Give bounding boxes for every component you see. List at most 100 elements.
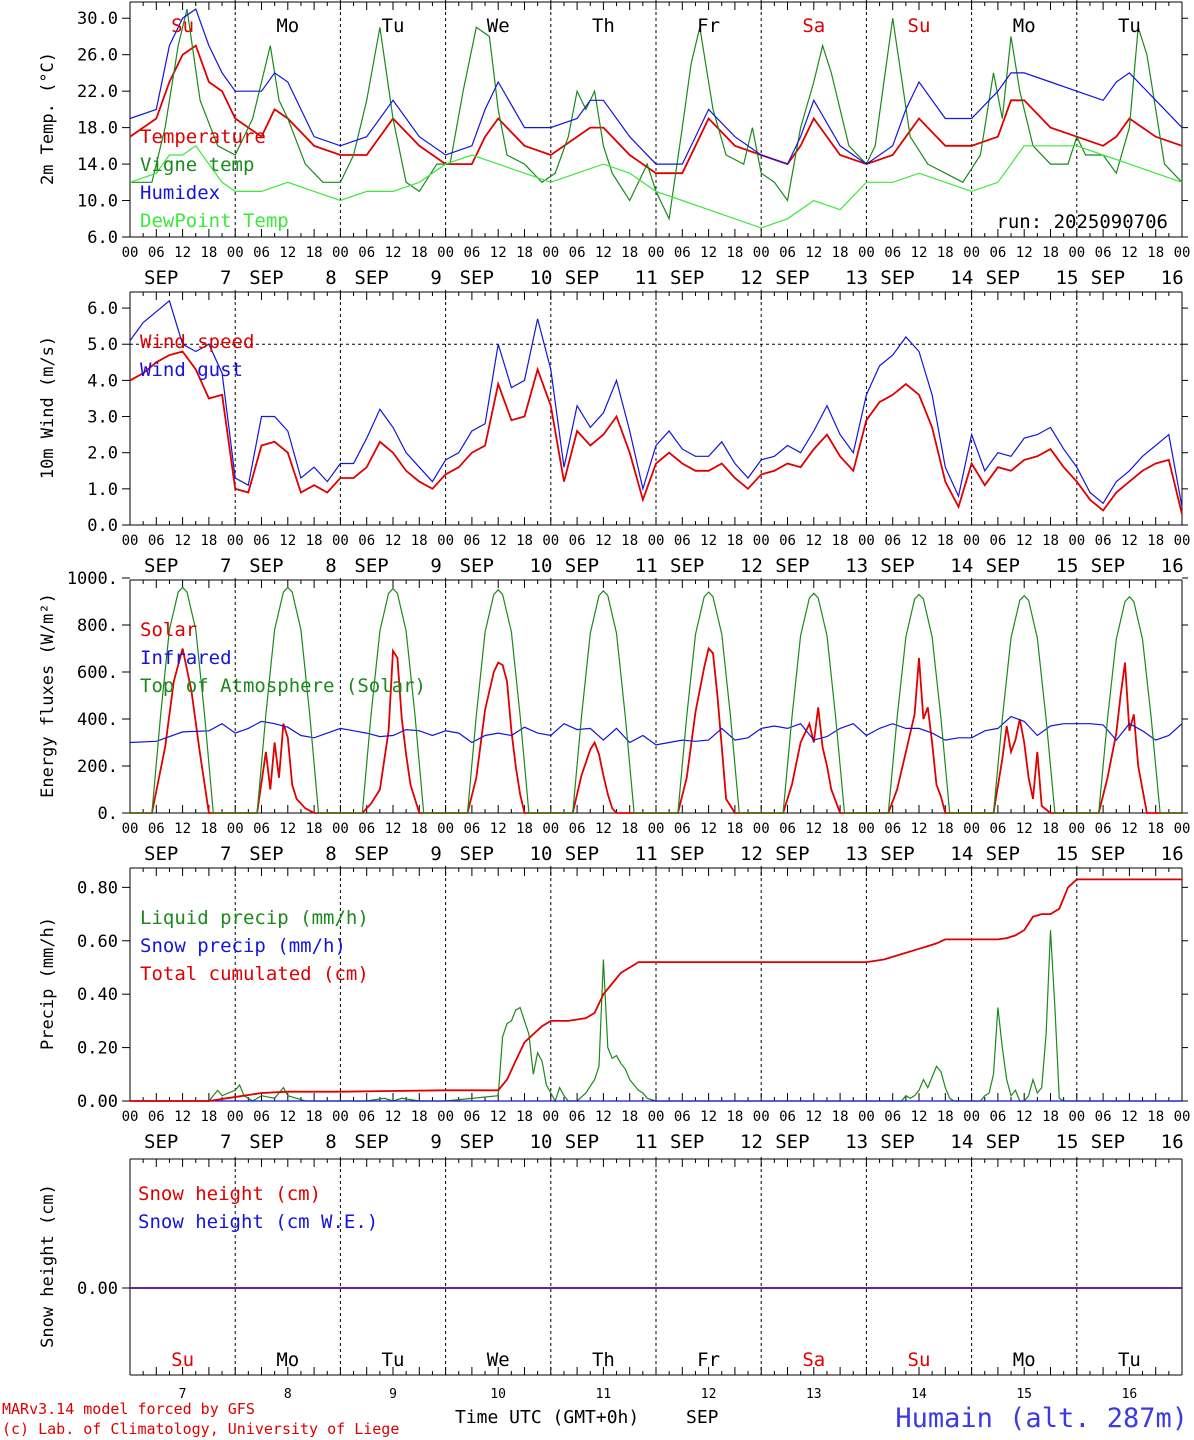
day-number-label: 10	[530, 843, 553, 865]
hour-tick-label: 06	[884, 533, 901, 549]
day-number-label: 16	[1161, 843, 1184, 865]
month-label: SEP	[1091, 267, 1125, 289]
legend-entry: Liquid precip (mm/h)	[140, 907, 369, 929]
legend-entry: Solar	[140, 619, 197, 641]
hour-tick-label: 06	[674, 821, 691, 837]
series-3-3-line	[130, 586, 1182, 814]
hour-tick-label: 00	[122, 245, 139, 261]
month-label: SEP	[775, 843, 809, 865]
day-of-week-label: We	[487, 1349, 510, 1371]
day-of-week-label: Tu	[1118, 15, 1141, 37]
hour-tick-label: 18	[516, 1109, 533, 1125]
day-of-week-label: Su	[908, 1349, 931, 1371]
hour-tick-label: 06	[358, 1109, 375, 1125]
series-1-4-line	[129, 144, 1183, 229]
hour-tick-label: 06	[779, 533, 796, 549]
day-number-label: 8	[325, 1131, 336, 1153]
day-number-label: 16	[1161, 267, 1184, 289]
y-axis-label: Energy fluxes (W/m²)	[38, 593, 58, 798]
month-label: SEP	[775, 1131, 809, 1153]
hour-tick-label: 00	[1174, 1109, 1191, 1125]
hour-tick-label: 00	[1068, 821, 1085, 837]
hour-tick-label: 18	[937, 533, 954, 549]
hour-tick-label: 06	[358, 245, 375, 261]
month-label: SEP	[144, 267, 178, 289]
y-tick-label: 0.	[98, 804, 118, 824]
month-label: SEP	[249, 555, 283, 577]
hour-tick-label: 12	[1016, 821, 1033, 837]
hour-tick-label: 18	[1042, 821, 1059, 837]
hour-tick-label: 06	[463, 533, 480, 549]
hour-tick-label: 06	[989, 821, 1006, 837]
hour-tick-label: 06	[1095, 821, 1112, 837]
hour-tick-label: 06	[989, 1109, 1006, 1125]
hour-tick-label: 12	[1016, 245, 1033, 261]
month-label: SEP	[670, 1131, 704, 1153]
hour-tick-label: 06	[674, 1109, 691, 1125]
hour-tick-label: 18	[621, 533, 638, 549]
hour-tick-label: 18	[621, 1109, 638, 1125]
day-number-label: 8	[325, 267, 336, 289]
month-label: SEP	[775, 267, 809, 289]
y-tick-label: 0.0	[87, 516, 118, 536]
month-label: SEP	[1091, 555, 1125, 577]
hour-tick-label: 06	[148, 245, 165, 261]
hour-tick-label: 18	[306, 821, 323, 837]
day-number-label: 16	[1161, 1131, 1184, 1153]
day-of-week-label: Su	[908, 15, 931, 37]
hour-tick-label: 18	[516, 533, 533, 549]
y-tick-label: 0.00	[77, 1092, 118, 1112]
hour-tick-label: 18	[1042, 1109, 1059, 1125]
hour-tick-label: 00	[858, 821, 875, 837]
hour-tick-label: 12	[1016, 1109, 1033, 1125]
hour-tick-label: 12	[700, 1109, 717, 1125]
hour-tick-label: 12	[1121, 821, 1138, 837]
hour-tick-label: 12	[700, 533, 717, 549]
hour-tick-label: 00	[1174, 533, 1191, 549]
month-label: SEP	[775, 555, 809, 577]
month-label: SEP	[144, 555, 178, 577]
hour-tick-label: 06	[884, 1109, 901, 1125]
series-2-1-line	[129, 350, 1183, 515]
hour-tick-label: 18	[200, 533, 217, 549]
hour-tick-label: 18	[200, 1109, 217, 1125]
hour-tick-label: 12	[385, 533, 402, 549]
hour-tick-label: 00	[858, 245, 875, 261]
hour-tick-label: 06	[779, 1109, 796, 1125]
hour-tick-label: 00	[648, 245, 665, 261]
day-of-week-label: Mo	[1013, 15, 1036, 37]
hour-tick-label: 12	[595, 821, 612, 837]
hour-tick-label: 18	[306, 245, 323, 261]
y-tick-label: 2.0	[87, 444, 118, 464]
hour-tick-label: 18	[306, 533, 323, 549]
series-3-2-line	[129, 715, 1183, 746]
day-of-week-label: Th	[592, 1349, 615, 1371]
y-tick-label: 0.60	[77, 932, 118, 952]
hour-tick-label: 00	[963, 245, 980, 261]
day-of-week-label: Mo	[1013, 1349, 1036, 1371]
day-number-label: 14	[950, 555, 973, 577]
hour-tick-label: 18	[937, 821, 954, 837]
month-label: SEP	[880, 1131, 914, 1153]
series-2-2-line	[129, 299, 1183, 508]
month-label: SEP	[880, 843, 914, 865]
hour-tick-label: 00	[227, 533, 244, 549]
y-tick-label: 0.40	[77, 985, 118, 1005]
hour-tick-label: 00	[753, 1109, 770, 1125]
y-tick-label: 1000.	[67, 569, 118, 589]
hour-tick-label: 00	[542, 821, 559, 837]
hour-tick-label: 00	[332, 821, 349, 837]
hour-tick-label: 06	[1095, 245, 1112, 261]
day-number-label: 9	[430, 843, 441, 865]
day-number-label: 10	[490, 1387, 506, 1402]
hour-tick-label: 12	[174, 245, 191, 261]
day-number-label: 11	[635, 1131, 658, 1153]
hour-tick-label: 00	[1174, 821, 1191, 837]
month-label: SEP	[460, 267, 494, 289]
hour-tick-label: 06	[253, 821, 270, 837]
y-axis-label: Snow height (cm)	[38, 1184, 58, 1348]
y-tick-label: 5.0	[87, 335, 118, 355]
hour-tick-label: 00	[753, 533, 770, 549]
series-1-3-line	[129, 8, 1183, 165]
